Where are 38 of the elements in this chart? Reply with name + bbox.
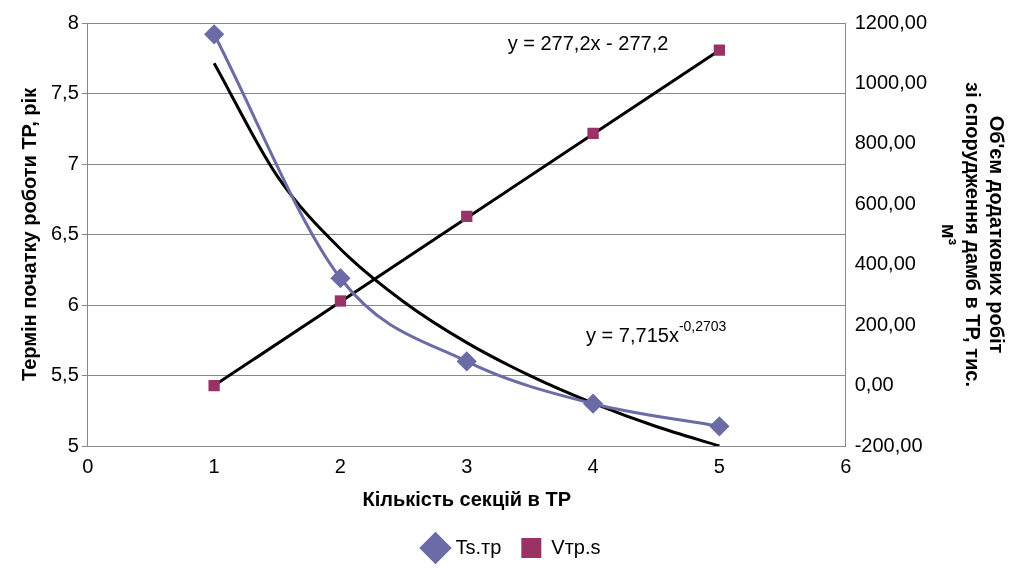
y2-tick-label: -200,00 — [854, 433, 923, 456]
x-tick-label: 3 — [461, 454, 473, 477]
y-tick-label: 8 — [67, 10, 79, 33]
y2-tick-label: 800,00 — [854, 131, 916, 154]
x-tick-label: 1 — [208, 454, 220, 477]
legend-label: Vтр.s — [551, 535, 601, 558]
y-tick-label: 5 — [67, 433, 79, 456]
point — [461, 210, 473, 223]
y-tick-label: 7,5 — [50, 81, 79, 104]
point — [709, 416, 729, 436]
y-tick-label: 5,5 — [50, 363, 79, 386]
y-axis-title: Термін початку роботи ТР, рік — [17, 86, 40, 382]
y2-tick-label: 400,00 — [854, 252, 916, 275]
point — [330, 268, 350, 288]
y2-tick-label: 200,00 — [854, 312, 916, 335]
y-tick-label: 7 — [67, 151, 79, 174]
x-tick-label: 0 — [82, 454, 94, 477]
point — [334, 295, 347, 307]
y-tick-label: 6 — [67, 292, 79, 315]
y-tick-label: 6,5 — [50, 222, 79, 245]
x-tick-label: 4 — [587, 454, 599, 477]
x-axis-title: Кількість секцій в ТР — [362, 487, 571, 510]
point — [204, 24, 224, 44]
point — [457, 351, 477, 371]
y2-tick-label: 0,00 — [854, 373, 894, 396]
legend-label: Ts.тр — [455, 535, 502, 558]
y2-axis-title: Об'єм додаткових робіт зі спорудження дамб в ТР, тис. м³ — [938, 82, 1009, 387]
point — [583, 394, 603, 414]
point — [587, 127, 599, 139]
point — [208, 379, 220, 392]
x-tick-label: 6 — [840, 454, 852, 477]
x-tick-label: 5 — [713, 454, 725, 477]
x-tick-label: 2 — [334, 454, 346, 477]
annotation: y = 277,2x - 277,2 — [507, 31, 669, 54]
y2-tick-label: 1200,00 — [854, 10, 927, 33]
y2-tick-label: 1000,00 — [854, 70, 927, 93]
point — [713, 44, 726, 56]
y2-tick-label: 600,00 — [854, 191, 916, 214]
